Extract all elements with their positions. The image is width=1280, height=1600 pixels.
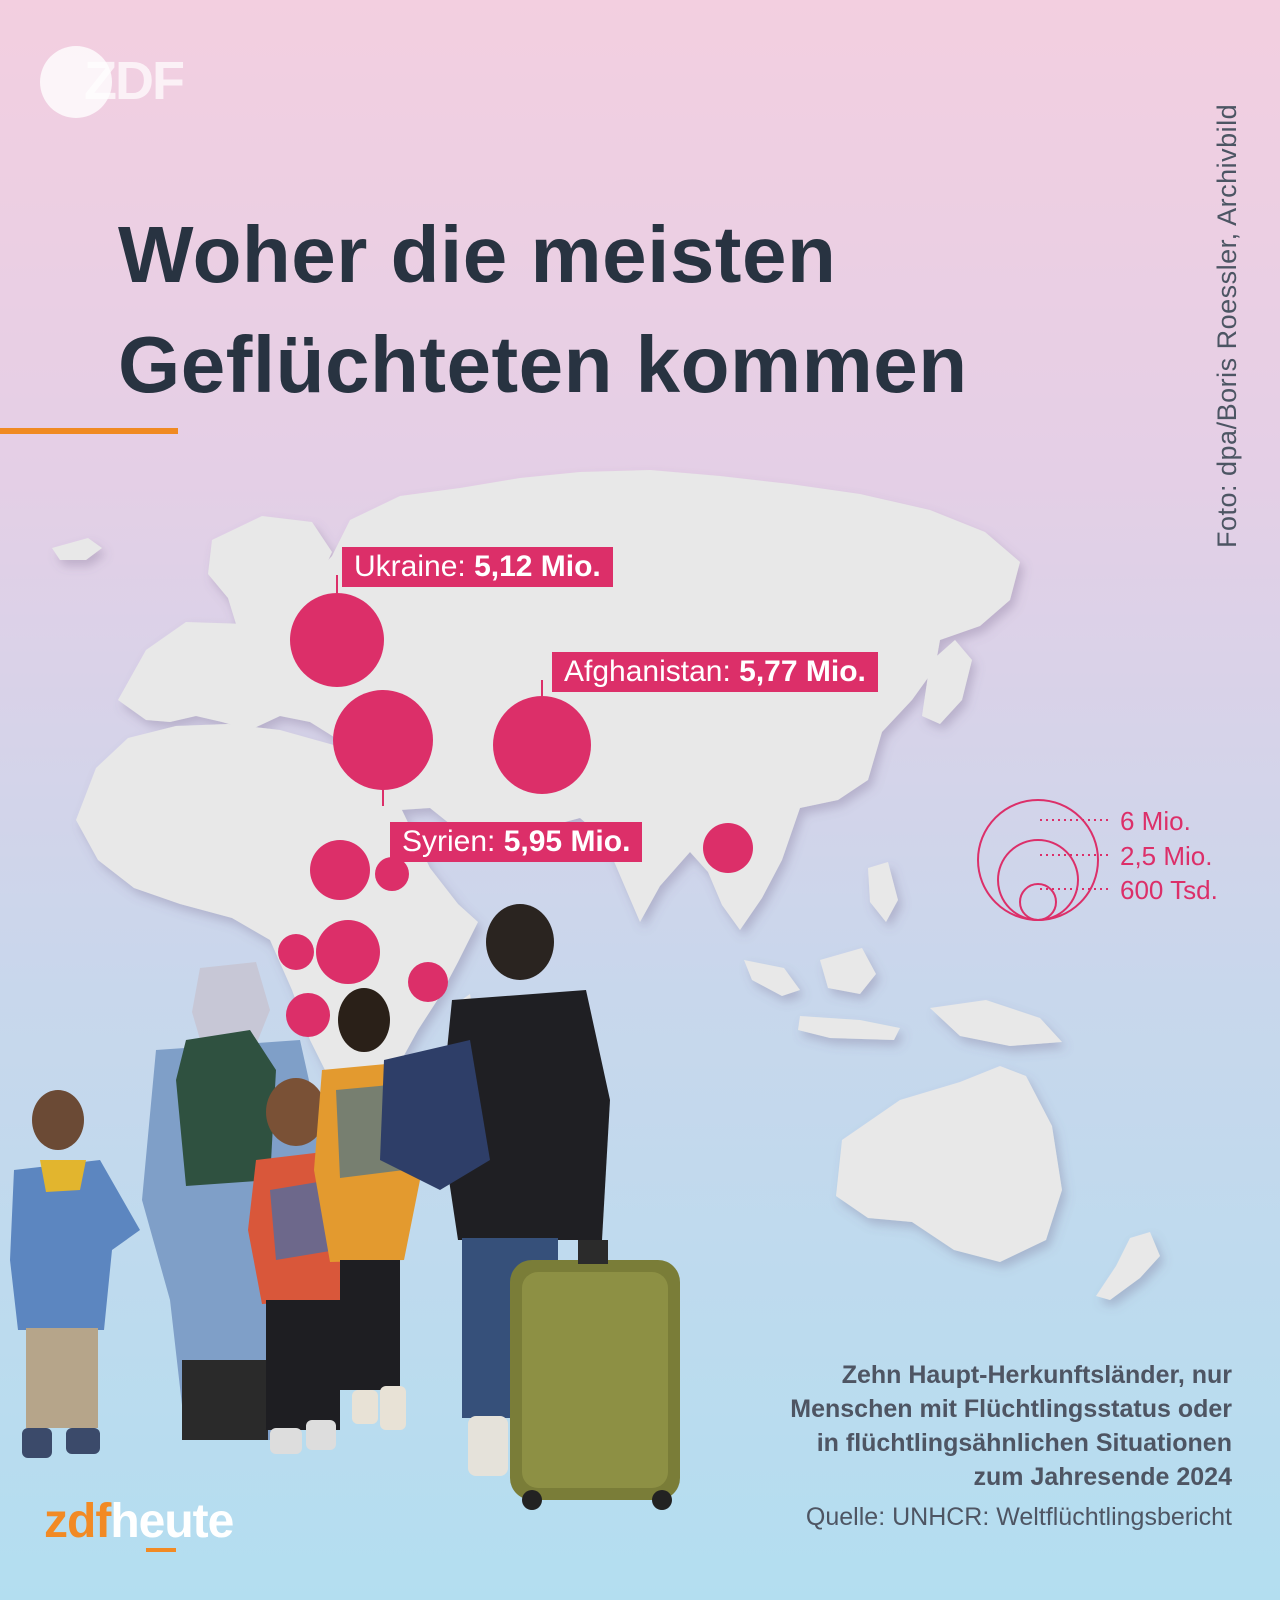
zdf-logo-text: ZDF <box>84 51 185 111</box>
landmass-new-guinea <box>930 1000 1062 1046</box>
zdf-logo-ball-icon <box>40 46 112 118</box>
bubble-dr-congo <box>286 993 330 1037</box>
landmass-indonesia-1 <box>744 960 800 996</box>
zdfheute-brand: zdfheute <box>44 1494 234 1549</box>
page-title: Woher die meisten Geflüchteten kommen <box>118 200 968 420</box>
label-syria-value: 5,95 Mio. <box>503 825 631 858</box>
landmass-philippines <box>868 862 898 922</box>
footnote-line-3: in flüchtlingsähnlichen Situationen <box>816 1429 1232 1457</box>
footnote-line-1: Zehn Haupt-Herkunftsländer, nur <box>841 1361 1232 1389</box>
legend-600-tsd: 600 Tsd. <box>1120 875 1218 905</box>
brand-underline <box>146 1548 176 1552</box>
source-note: Quelle: UNHCR: Weltflüchtlingsbericht <box>805 1503 1232 1531</box>
brand-part-heute: heute <box>110 1495 234 1548</box>
landmass-madagascar <box>452 994 476 1050</box>
bubble-south-sudan <box>316 920 380 984</box>
footnote: Zehn Haupt-Herkunftsländer, nur Menschen… <box>790 1358 1232 1494</box>
landmass-japan <box>922 640 972 724</box>
label-afghanistan: Afghanistan: 5,77 Mio. <box>552 652 878 692</box>
legend-circles <box>977 799 1099 921</box>
label-afghanistan-value: 5,77 Mio. <box>739 655 866 688</box>
landmass-indonesia-2 <box>820 948 876 994</box>
landmass-indonesia-3 <box>798 1016 900 1040</box>
legend-2-5-mio: 2,5 Mio. <box>1120 841 1213 871</box>
label-ukraine-value: 5,12 Mio. <box>474 550 601 583</box>
label-syria: Syrien: 5,95 Mio. <box>390 822 643 862</box>
footnote-line-2: Menschen mit Flüchtlingsstatus oder <box>790 1395 1232 1423</box>
bubble-syria <box>333 690 433 790</box>
landmass-greenland <box>52 538 102 560</box>
legend-6-mio: 6 Mio. <box>1120 806 1191 836</box>
bubble-somalia <box>408 962 448 1002</box>
bubble-sudan <box>310 840 370 900</box>
title-line-1: Woher die meisten <box>118 210 837 299</box>
landmass-australia <box>836 1066 1062 1262</box>
zdf-logo: ZDF <box>40 44 185 120</box>
label-ukraine-name: Ukraine: <box>354 550 466 583</box>
accent-divider <box>0 428 178 434</box>
title-line-2: Geflüchteten kommen <box>118 320 968 409</box>
label-ukraine: Ukraine: 5,12 Mio. <box>342 547 613 587</box>
bubble-myanmar <box>703 823 753 873</box>
bubble-ukraine <box>290 593 384 687</box>
brand-part-zdf: zdf <box>44 1495 111 1548</box>
label-syria-name: Syrien: <box>402 825 496 858</box>
label-afghanistan-name: Afghanistan: <box>564 655 731 688</box>
bubble-car <box>278 934 314 970</box>
bubble-afghanistan <box>493 696 591 794</box>
footnote-line-4: zum Jahresende 2024 <box>973 1463 1232 1491</box>
bubble-eritrea <box>375 857 409 891</box>
landmass-new-zealand <box>1096 1232 1160 1300</box>
